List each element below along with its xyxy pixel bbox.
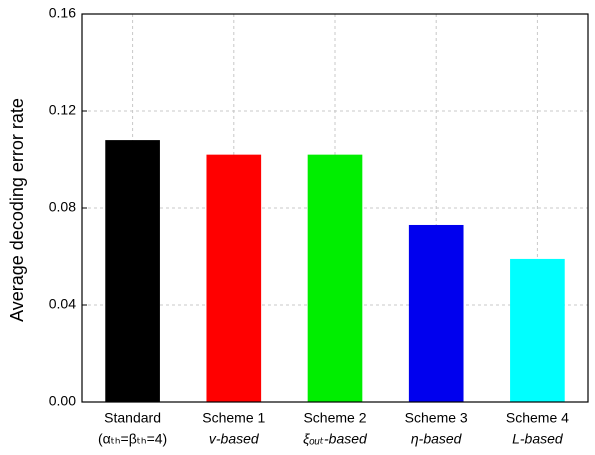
x-tick-label: Standard (104, 410, 161, 426)
y-axis-label: Average decoding error rate (7, 98, 27, 322)
plot-frame (81, 13, 589, 403)
bar (206, 154, 262, 402)
y-tick-label: 0.12 (49, 102, 76, 118)
y-tick-label: 0.16 (49, 5, 76, 21)
bar (510, 258, 565, 402)
x-tick-sublabel: ξₒᵤₜ-based (303, 431, 368, 447)
bar (105, 140, 160, 402)
bar (408, 224, 464, 402)
y-tick-label: 0.04 (49, 296, 76, 312)
x-tick-sublabel: L-based (512, 431, 564, 447)
x-tick-sublabel: (αₜₕ=βₜₕ=4) (98, 431, 167, 447)
y-tick-label: 0.08 (49, 199, 76, 215)
x-tick-label: Scheme 2 (303, 410, 366, 426)
x-tick-label: Scheme 3 (405, 410, 468, 426)
x-tick-label: Scheme 1 (202, 410, 265, 426)
y-tick-label: 0.00 (49, 393, 76, 409)
x-tick-sublabel: η-based (411, 431, 463, 447)
x-tick-sublabel: v-based (209, 431, 260, 447)
bar (307, 154, 363, 402)
x-tick-label: Scheme 4 (506, 410, 569, 426)
